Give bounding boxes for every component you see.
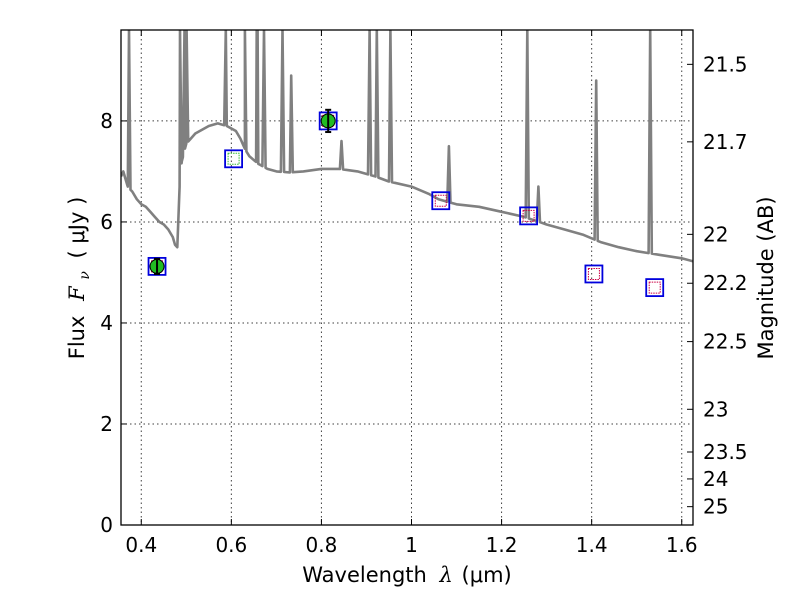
series-layer	[121, 30, 693, 298]
x-tick-label: 1.6	[666, 533, 698, 557]
model-1.26-box	[519, 206, 539, 226]
y-tick-label: 2	[100, 412, 113, 436]
y2-tick-label: 22.2	[703, 271, 748, 295]
model-1.54-box	[645, 278, 665, 298]
y2-tick-label: 25	[703, 495, 728, 519]
y-axis-label: Flux F ν ( μJy )	[65, 197, 94, 360]
tick-labels: 0.4 0.6 0.8 1 1.2 1.4 1.60246821.521.72222.222…	[100, 52, 747, 557]
y2-tick-label: 23.5	[703, 440, 748, 464]
y2-axis-label: Magnitude (AB)	[754, 196, 778, 359]
ticks	[121, 30, 693, 526]
y2-tick-label: 22	[703, 222, 728, 246]
x-tick-label: 0.4	[125, 533, 157, 557]
y2-tick-label: 21.5	[703, 52, 748, 76]
model-1.54-inner	[648, 281, 661, 294]
x-tick-label: 1.4	[576, 533, 608, 557]
y2-tick-label: 24	[703, 467, 728, 491]
model-0.61-box	[224, 149, 243, 169]
plot-frame	[120, 29, 694, 526]
x-axis-label: Wavelength λ (μm)	[302, 563, 511, 587]
model-1.41-box	[584, 264, 604, 284]
model-1.07-box	[431, 191, 451, 211]
x-tick-label: 1	[405, 533, 418, 557]
y-tick-label: 8	[100, 109, 113, 133]
y2-tick-label: 21.7	[703, 130, 748, 154]
x-tick-label: 0.6	[215, 533, 247, 557]
model-1.41-inner	[587, 267, 600, 280]
y2-tick-label: 23	[703, 397, 728, 421]
x-tick-label: 0.8	[306, 533, 338, 557]
model-1.07-inner	[434, 194, 447, 207]
sed-model-line	[121, 30, 693, 263]
y-tick-label: 6	[100, 210, 113, 234]
x-tick-label: 1.2	[486, 533, 518, 557]
y2-tick-label: 22.5	[703, 330, 748, 354]
model-0.61-inner	[227, 152, 240, 165]
y-tick-label: 0	[100, 513, 113, 537]
model-1.26-inner	[522, 209, 535, 222]
grid	[121, 30, 693, 526]
y-tick-label: 4	[100, 311, 113, 335]
